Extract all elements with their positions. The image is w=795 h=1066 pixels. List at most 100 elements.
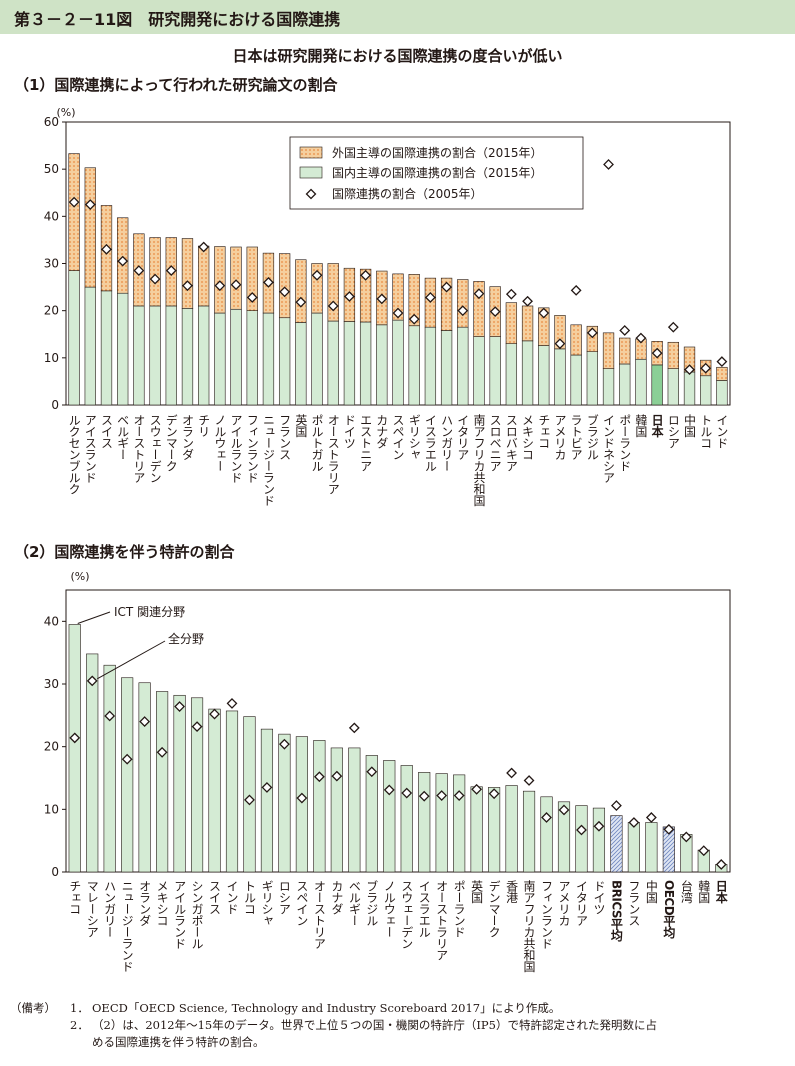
- notes-label: （備考）: [10, 1001, 56, 1015]
- chart1-marker-2005: [327, 300, 339, 312]
- chart2-category-label: ブラジル: [365, 879, 379, 926]
- chart2-marker-all-fields: [121, 753, 133, 765]
- chart2-category-label: シンガポール: [190, 880, 204, 949]
- chart1-bar-foreign: [521, 305, 534, 342]
- chart1-bar-domestic: [343, 321, 356, 406]
- chart1-category-label: チリ: [197, 414, 211, 437]
- chart2-marker-all-fields: [645, 812, 657, 823]
- chart1-marker-2005: [230, 279, 242, 291]
- chart1-bar-domestic: [424, 326, 437, 406]
- chart1-marker-2005: [586, 327, 598, 339]
- chart1-bar-domestic: [700, 375, 712, 406]
- chart1-marker-2005: [279, 286, 291, 298]
- chart1-bar-foreign: [586, 325, 598, 353]
- chart1-category-label: フランス: [278, 414, 292, 460]
- chart1-category-label: 英国: [294, 414, 308, 438]
- chart1-marker-2005: [635, 332, 647, 344]
- chart1-marker-2005: [84, 199, 96, 210]
- chart2-bar-ict: [557, 801, 571, 873]
- chart1-bar-foreign: [327, 263, 339, 322]
- chart1-category-label: ハンガリー: [440, 414, 454, 472]
- chart2-category-label: スペイン: [295, 880, 309, 926]
- chart2-bar-ict: [295, 736, 308, 873]
- chart1-y-tick-label: 20: [44, 304, 59, 318]
- chart1-category-label: ベルギー: [116, 414, 130, 460]
- chart1-marker-2005: [684, 364, 695, 376]
- chart2-annotation-leader-all: [96, 640, 166, 680]
- chart1-category-label: 韓国: [634, 414, 648, 438]
- chart1-marker-2005: [101, 243, 112, 255]
- chart2-category-label: 韓国: [697, 880, 711, 904]
- chart1-bar-domestic: [181, 308, 194, 406]
- chart1-category-label: 日本: [650, 414, 664, 439]
- chart1-bar-domestic: [408, 325, 420, 406]
- chart1-category-label: フィンランド: [245, 414, 259, 483]
- chart1-bar-domestic: [651, 364, 663, 406]
- chart1-category-label: ギリシャ: [407, 414, 421, 460]
- chart1-bar-domestic: [68, 270, 80, 406]
- notes-block: （備考） 1． OECD「OECD Science, Technology and …: [10, 1000, 657, 1051]
- note-1: （備考） 1． OECD「OECD Science, Technology and …: [10, 1000, 657, 1017]
- chart2-bar-ict: [488, 787, 501, 873]
- chart1-category-label: オーストリア: [132, 414, 146, 484]
- chart1-bar-domestic: [505, 343, 518, 406]
- chart2-category-label: ポーランド: [452, 880, 466, 938]
- chart2-marker-all-fields: [453, 790, 465, 801]
- chart2-bar-ict: [627, 822, 640, 873]
- chart1-category-label: スペイン: [391, 414, 405, 460]
- chart2-marker-all-fields: [209, 708, 220, 720]
- chart2-marker-all-fields: [331, 770, 343, 782]
- note-2: 2． （2）は、2012年～15年のデータ。世界で上位５つの国・機関の特許庁（IP…: [10, 1017, 657, 1034]
- chart1-category-label: 南アフリカ共和国: [472, 413, 486, 507]
- chart1-marker-2005: [392, 307, 404, 319]
- chart1-marker-2005: [619, 325, 631, 336]
- chart1-bar-foreign: [602, 332, 615, 369]
- chart2-bar-ict: [592, 807, 606, 873]
- chart2-category-label: スイス: [208, 880, 222, 915]
- chart2-category-label: アメリカ: [557, 880, 571, 926]
- chart2-bar-ict: [138, 682, 151, 873]
- chart1-bar-foreign: [214, 246, 226, 314]
- chart1-bar-foreign: [505, 302, 518, 344]
- chart1-bar-foreign: [570, 324, 582, 356]
- chart1-marker-2005: [133, 265, 145, 276]
- chart1-bar-domestic: [521, 340, 534, 406]
- chart1-section-title: （1）国際連携によって行われた研究論文の割合: [14, 76, 338, 94]
- chart1-bar-domestic: [683, 371, 696, 406]
- chart1-category-label: ラトビア: [569, 414, 583, 460]
- chart2-bar-ict: [190, 697, 204, 873]
- chart2-bar-ict: [575, 805, 588, 873]
- chart2-plot-frame: [65, 589, 731, 873]
- chart1-legend-box: [289, 136, 584, 210]
- chart2-marker-all-fields: [261, 781, 273, 793]
- chart2-category-label: OECD平均: [662, 880, 676, 939]
- chart1-marker-2005: [667, 321, 679, 333]
- chart1-marker-2005: [716, 356, 728, 368]
- chart2-annotation-all: 全分野: [168, 631, 204, 646]
- chart2-category-label: インド: [225, 880, 239, 915]
- note-2-num: 2．: [70, 1018, 89, 1032]
- chart1-bar-foreign: [230, 246, 242, 310]
- chart2-marker-all-fields: [279, 738, 290, 750]
- chart2-marker-all-fields: [471, 783, 483, 795]
- chart2-category-label: マレーシア: [85, 880, 99, 938]
- chart2-y-tick-label: 10: [44, 802, 59, 816]
- chart2-marker-all-fields: [680, 831, 692, 843]
- chart2-marker-all-fields: [296, 792, 308, 804]
- chart2-marker-all-fields: [191, 721, 203, 733]
- chart1-marker-2005: [263, 276, 274, 288]
- chart1-y-unit: (%): [56, 106, 75, 119]
- chart2-bar-ict: [313, 740, 326, 873]
- chart1-bar-domestic: [84, 286, 96, 406]
- chart1-legend-label: 国内主導の国際連携の割合（2015年）: [332, 165, 543, 180]
- chart2-marker-all-fields: [576, 824, 587, 836]
- chart1-y-tick-label: 50: [44, 162, 59, 176]
- chart1-bar-domestic: [165, 305, 177, 406]
- chart2-marker-all-fields: [313, 771, 325, 783]
- chart2-category-label: トルコ: [242, 880, 256, 915]
- chart1-bar-domestic: [667, 368, 679, 406]
- chart2-y-tick-label: 0: [51, 865, 59, 879]
- chart1-bar-domestic: [538, 345, 550, 406]
- chart1-marker-2005: [700, 362, 712, 374]
- chart1-bar-foreign: [667, 341, 679, 369]
